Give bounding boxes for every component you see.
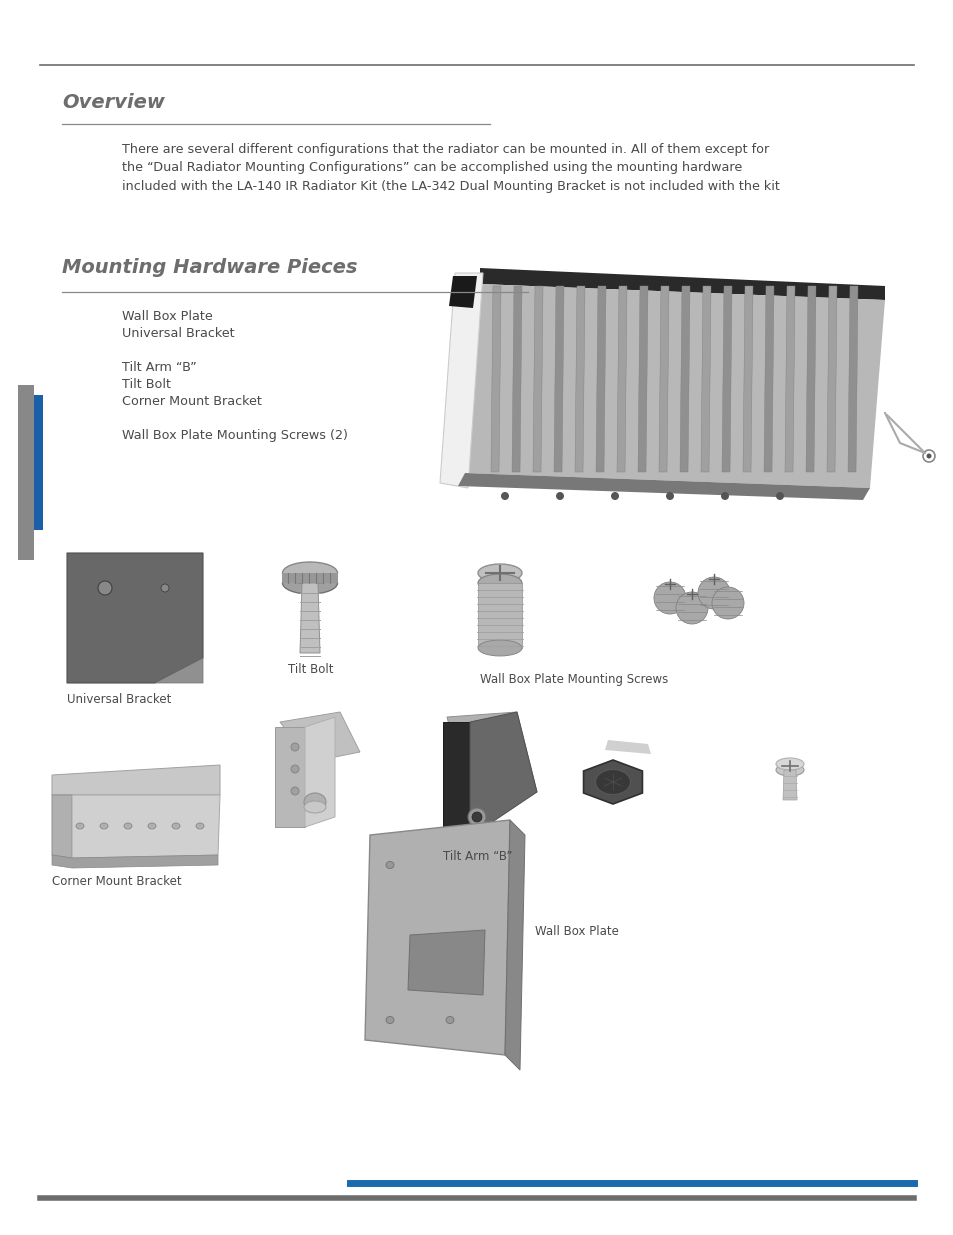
Polygon shape (274, 727, 305, 827)
Ellipse shape (291, 743, 298, 751)
Polygon shape (742, 287, 752, 472)
Ellipse shape (76, 823, 84, 829)
Text: Tilt Arm “B”: Tilt Arm “B” (122, 361, 196, 374)
Polygon shape (805, 287, 815, 472)
Circle shape (925, 453, 930, 458)
Polygon shape (365, 820, 510, 1055)
Ellipse shape (386, 862, 394, 868)
Text: Wall Box Plate Mounting Screws: Wall Box Plate Mounting Screws (479, 673, 667, 685)
Polygon shape (638, 287, 647, 472)
Ellipse shape (282, 562, 337, 584)
Polygon shape (721, 287, 731, 472)
Text: Overview: Overview (62, 93, 165, 112)
Ellipse shape (477, 574, 521, 592)
Circle shape (923, 450, 934, 462)
Polygon shape (782, 769, 796, 800)
Ellipse shape (468, 808, 485, 826)
Polygon shape (504, 820, 524, 1070)
Text: Universal Bracket: Universal Bracket (67, 693, 172, 706)
Text: Wall Box Plate: Wall Box Plate (122, 310, 213, 324)
Ellipse shape (477, 640, 521, 656)
Text: Wall Box Plate Mounting Screws (2): Wall Box Plate Mounting Screws (2) (122, 429, 348, 442)
Polygon shape (52, 855, 218, 868)
Polygon shape (491, 287, 500, 472)
Circle shape (610, 492, 618, 500)
Ellipse shape (291, 764, 298, 773)
Polygon shape (282, 573, 337, 583)
Circle shape (711, 587, 743, 619)
Polygon shape (280, 713, 359, 762)
Text: Universal Bracket: Universal Bracket (122, 327, 234, 340)
Circle shape (665, 492, 673, 500)
Text: Mounting Hardware Pieces: Mounting Hardware Pieces (62, 258, 357, 277)
Text: Tilt Bolt: Tilt Bolt (288, 663, 334, 676)
Polygon shape (477, 583, 521, 648)
Polygon shape (305, 718, 335, 827)
Circle shape (775, 492, 783, 500)
Ellipse shape (291, 787, 298, 795)
Text: Tilt Arm “B”: Tilt Arm “B” (442, 850, 512, 863)
Ellipse shape (100, 823, 108, 829)
Ellipse shape (775, 758, 803, 769)
Polygon shape (847, 287, 857, 472)
Polygon shape (52, 764, 220, 795)
Ellipse shape (124, 823, 132, 829)
Polygon shape (470, 713, 537, 837)
Polygon shape (408, 930, 484, 995)
Circle shape (676, 592, 707, 624)
Polygon shape (299, 583, 319, 653)
Polygon shape (439, 273, 482, 488)
Polygon shape (442, 722, 470, 837)
Ellipse shape (386, 1016, 394, 1024)
Polygon shape (479, 268, 884, 300)
Ellipse shape (172, 823, 180, 829)
Polygon shape (449, 275, 476, 308)
Polygon shape (659, 287, 668, 472)
Polygon shape (71, 795, 220, 858)
Polygon shape (554, 287, 563, 472)
Polygon shape (464, 284, 884, 488)
Polygon shape (679, 287, 689, 472)
Polygon shape (512, 287, 521, 472)
Ellipse shape (472, 811, 481, 823)
Polygon shape (67, 553, 203, 683)
Text: Corner Mount Bracket: Corner Mount Bracket (122, 395, 262, 408)
Polygon shape (154, 658, 203, 683)
Circle shape (556, 492, 563, 500)
Polygon shape (533, 287, 542, 472)
Ellipse shape (195, 823, 204, 829)
Polygon shape (826, 287, 836, 472)
Text: Corner Mount Bracket: Corner Mount Bracket (52, 876, 181, 888)
Circle shape (500, 492, 509, 500)
Text: Wall Box Plate: Wall Box Plate (535, 925, 618, 939)
Polygon shape (763, 287, 773, 472)
Ellipse shape (477, 564, 521, 582)
Polygon shape (52, 795, 71, 858)
Ellipse shape (304, 802, 326, 813)
Text: Tilt Bolt: Tilt Bolt (122, 378, 171, 391)
Text: There are several different configurations that the radiator can be mounted in. : There are several different configuratio… (122, 143, 779, 193)
Circle shape (654, 582, 685, 614)
Ellipse shape (304, 793, 326, 811)
Polygon shape (575, 287, 584, 472)
Polygon shape (457, 473, 869, 500)
Polygon shape (784, 287, 794, 472)
Circle shape (161, 584, 169, 592)
Bar (34, 395, 43, 530)
Ellipse shape (595, 769, 630, 794)
Ellipse shape (775, 764, 803, 776)
Polygon shape (700, 287, 710, 472)
Circle shape (720, 492, 728, 500)
Circle shape (698, 577, 729, 609)
Polygon shape (617, 287, 626, 472)
Polygon shape (583, 760, 641, 804)
Polygon shape (604, 740, 650, 755)
Polygon shape (447, 713, 537, 797)
Bar (18, 385, 34, 559)
Ellipse shape (446, 1016, 454, 1024)
Polygon shape (596, 287, 605, 472)
Circle shape (98, 580, 112, 595)
Ellipse shape (282, 572, 337, 594)
Ellipse shape (148, 823, 156, 829)
